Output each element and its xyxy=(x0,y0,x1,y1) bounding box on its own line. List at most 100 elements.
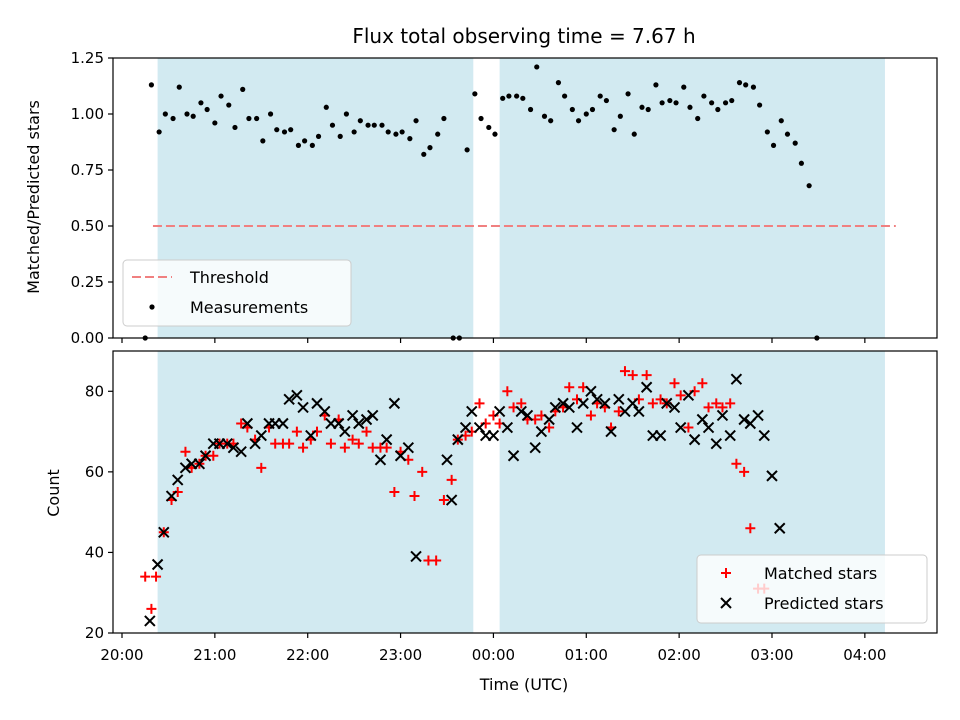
predicted-star-point xyxy=(774,522,786,534)
top-plot-frame xyxy=(112,57,938,339)
measurement-point xyxy=(667,97,673,104)
predicted-star-point xyxy=(158,526,170,538)
predicted-star-point xyxy=(585,385,597,397)
measurement-point xyxy=(631,131,637,137)
matched-star-point xyxy=(417,466,428,477)
measurement-point xyxy=(500,95,506,101)
predicted-star-point xyxy=(654,429,667,442)
matched-star-point xyxy=(725,398,736,409)
predicted-star-point xyxy=(353,417,365,430)
matched-star-point xyxy=(409,491,420,502)
measurement-point xyxy=(254,115,260,122)
measurement-point xyxy=(653,82,659,88)
measurements-legend-swatch xyxy=(149,304,155,310)
top-legend: Threshold Measurements xyxy=(122,259,352,327)
measurement-point xyxy=(323,104,329,110)
predicted-star-point xyxy=(766,470,778,482)
x-tick-label: 01:00 xyxy=(565,646,608,664)
measurement-point xyxy=(736,80,743,86)
predicted-star-point xyxy=(599,397,611,410)
predicted-star-point xyxy=(535,425,548,438)
measurement-point xyxy=(232,124,238,131)
predicted-star-point xyxy=(543,413,555,426)
matched-star-point xyxy=(703,402,714,413)
matched-star-point xyxy=(298,442,309,453)
measurement-point xyxy=(351,129,357,135)
measurement-point xyxy=(520,95,526,101)
matched-legend-swatch xyxy=(721,568,731,578)
measurement-point xyxy=(218,93,224,99)
measurement-point xyxy=(315,133,322,139)
measurement-point xyxy=(798,160,804,166)
x-tick-label: 22:00 xyxy=(286,646,329,664)
matched-star-point xyxy=(361,426,372,437)
predicted-star-point xyxy=(367,409,379,422)
measurement-point xyxy=(226,102,232,108)
measurement-point xyxy=(548,118,554,124)
top-y-axis-label: Matched/Predicted stars xyxy=(24,100,43,294)
measurement-point xyxy=(393,131,399,137)
measurement-point xyxy=(148,82,155,88)
matched-star-point xyxy=(446,474,457,485)
matched-star-point xyxy=(619,366,630,377)
predicted-star-point xyxy=(144,615,156,627)
measurement-point xyxy=(288,127,294,133)
predicted-star-point xyxy=(702,421,715,434)
predicted-star-point xyxy=(459,421,472,434)
measurement-point xyxy=(421,151,427,157)
measurement-point xyxy=(170,115,176,122)
predicted-star-point xyxy=(674,421,687,434)
x-tick-label: 00:00 xyxy=(472,646,515,664)
measurement-point xyxy=(687,104,693,110)
matched-star-point xyxy=(683,422,694,433)
measurement-point xyxy=(715,106,721,113)
matched-star-point xyxy=(180,446,191,457)
measurement-point xyxy=(617,113,623,119)
measurement-point xyxy=(722,100,729,106)
top-y-tick-label: 1.00 xyxy=(71,105,104,123)
matched-star-point xyxy=(325,438,336,449)
measurement-point xyxy=(562,93,568,99)
predicted-legend-label: Predicted stars xyxy=(764,594,884,613)
measurement-point xyxy=(190,113,196,119)
measurement-point xyxy=(583,111,589,117)
matched-star-point xyxy=(381,442,392,453)
measurement-point xyxy=(506,93,512,99)
measurement-point xyxy=(625,91,631,97)
matched-star-point xyxy=(389,487,400,497)
predicted-legend-swatch xyxy=(720,597,732,609)
predicted-star-point xyxy=(179,462,192,474)
predicted-star-point xyxy=(380,433,393,446)
predicted-star-point xyxy=(339,425,351,438)
predicted-star-point xyxy=(235,446,247,458)
predicted-star-point xyxy=(529,441,541,454)
measurement-point xyxy=(681,84,687,90)
measurement-point xyxy=(407,136,413,142)
bottom-y-tick-label: 20 xyxy=(85,624,104,642)
bottom-legend: Matched stars Predicted stars xyxy=(696,554,928,624)
predicted-star-point xyxy=(441,454,453,466)
predicted-star-point xyxy=(388,397,401,410)
measurement-point xyxy=(399,129,405,135)
x-axis-label: Time (UTC) xyxy=(479,675,568,694)
predicted-star-point xyxy=(172,474,184,486)
measurement-point xyxy=(659,100,665,106)
predicted-star-point xyxy=(633,405,645,418)
predicted-star-point xyxy=(227,441,240,454)
matched-star-point xyxy=(339,442,350,453)
measurement-point xyxy=(673,100,679,106)
predicted-star-point xyxy=(710,437,722,450)
measurement-point xyxy=(478,115,484,122)
predicted-star-point xyxy=(402,441,415,454)
measurement-point xyxy=(371,122,377,128)
measurement-point xyxy=(274,127,280,133)
measurements-legend-label: Measurements xyxy=(190,298,308,317)
matched-star-point xyxy=(140,571,151,582)
matched-star-point xyxy=(347,434,358,445)
measurement-point xyxy=(555,80,562,86)
matched-star-point xyxy=(711,398,722,409)
predicted-star-point xyxy=(493,405,506,418)
predicted-star-point xyxy=(571,421,583,434)
measurement-point xyxy=(541,113,548,119)
predicted-star-point xyxy=(452,433,464,446)
